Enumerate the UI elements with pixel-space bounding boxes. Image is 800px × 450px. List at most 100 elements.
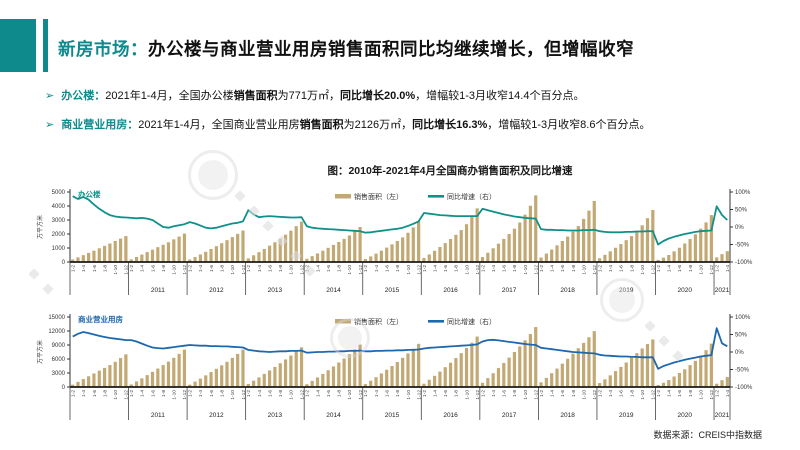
svg-text:1-6: 1-6	[619, 390, 625, 397]
svg-text:1-4: 1-4	[667, 390, 673, 397]
svg-text:1-10: 1-10	[113, 390, 119, 400]
svg-text:1-6: 1-6	[267, 265, 273, 272]
page-title: 新房市场：办公楼与商业营业用房销售面积同比均继续增长，但增幅收窄	[58, 36, 634, 61]
svg-text:1-6: 1-6	[502, 390, 508, 397]
svg-text:2011: 2011	[151, 412, 165, 419]
svg-text:2013: 2013	[268, 287, 283, 294]
svg-text:1-2: 1-2	[305, 390, 311, 397]
bullet-arrow-icon: ➢	[45, 90, 55, 102]
svg-text:2017: 2017	[502, 287, 517, 294]
svg-text:1-8: 1-8	[219, 265, 225, 272]
svg-text:1-2: 1-2	[480, 265, 486, 272]
svg-text:万平方米: 万平方米	[36, 340, 44, 364]
svg-text:2014: 2014	[326, 287, 341, 294]
svg-text:1-4: 1-4	[374, 390, 380, 397]
svg-text:5000: 5000	[52, 190, 66, 196]
svg-text:1-6: 1-6	[560, 265, 566, 272]
svg-text:1-6: 1-6	[677, 390, 683, 397]
svg-text:1-8: 1-8	[102, 265, 108, 272]
svg-text:1-12: 1-12	[534, 390, 540, 400]
svg-text:1-2: 1-2	[363, 265, 369, 272]
svg-text:1-2: 1-2	[656, 390, 662, 397]
svg-text:1-12: 1-12	[182, 390, 188, 400]
svg-text:0%: 0%	[735, 350, 744, 356]
svg-text:1-10: 1-10	[406, 390, 412, 400]
svg-text:1-8: 1-8	[219, 390, 225, 397]
svg-text:1-10: 1-10	[289, 390, 295, 400]
svg-text:同比增速（右）: 同比增速（右）	[447, 317, 496, 326]
svg-text:万平方米: 万平方米	[36, 215, 44, 239]
svg-text:1-4: 1-4	[257, 265, 263, 272]
bullet-body: 商业营业用房：2021年1-4月，全国商业营业用房销售面积为2126万㎡，同比增…	[61, 119, 650, 133]
svg-text:1-2: 1-2	[480, 390, 486, 397]
page-title-text: 办公楼与商业营业用房销售面积同比均继续增长，但增幅收窄	[148, 39, 634, 59]
svg-text:1-12: 1-12	[709, 390, 715, 400]
svg-text:1-10: 1-10	[172, 265, 178, 275]
svg-text:1-8: 1-8	[512, 265, 518, 272]
svg-text:1-8: 1-8	[278, 265, 284, 272]
svg-text:1-4: 1-4	[491, 265, 497, 272]
watermark-circle	[600, 278, 644, 322]
svg-text:2017: 2017	[502, 412, 517, 419]
svg-text:1-10: 1-10	[640, 265, 646, 275]
svg-text:2019: 2019	[619, 412, 634, 419]
svg-text:1-10: 1-10	[699, 265, 705, 275]
svg-text:1-6: 1-6	[92, 265, 98, 272]
svg-text:1-8: 1-8	[395, 265, 401, 272]
svg-text:1-8: 1-8	[571, 390, 577, 397]
svg-text:1-4: 1-4	[432, 390, 438, 397]
svg-text:50%: 50%	[735, 208, 748, 214]
svg-text:1-2: 1-2	[714, 265, 720, 272]
svg-text:1-4: 1-4	[81, 390, 87, 397]
svg-text:1-8: 1-8	[337, 390, 343, 397]
svg-text:1-12: 1-12	[182, 265, 188, 275]
svg-text:1-12: 1-12	[299, 265, 305, 275]
svg-text:1-10: 1-10	[406, 265, 412, 275]
svg-text:1-2: 1-2	[129, 390, 135, 397]
svg-text:2014: 2014	[326, 412, 341, 419]
svg-text:1-12: 1-12	[358, 265, 364, 275]
svg-text:100%: 100%	[735, 315, 751, 321]
svg-text:1-6: 1-6	[209, 390, 215, 397]
svg-text:3000: 3000	[52, 371, 66, 377]
svg-text:2012: 2012	[209, 287, 224, 294]
svg-text:2021: 2021	[715, 287, 730, 294]
svg-text:1-4: 1-4	[140, 390, 146, 397]
svg-text:1-6: 1-6	[150, 390, 156, 397]
svg-text:1-2: 1-2	[597, 265, 603, 272]
svg-text:1-12: 1-12	[358, 390, 364, 400]
svg-text:1-12: 1-12	[709, 265, 715, 275]
svg-text:销售面积（左）: 销售面积（左）	[354, 192, 403, 201]
svg-text:1-6: 1-6	[443, 390, 449, 397]
svg-text:1-4: 1-4	[198, 265, 204, 272]
svg-text:1-12: 1-12	[592, 265, 598, 275]
svg-text:1-4: 1-4	[81, 265, 87, 272]
svg-text:2015: 2015	[385, 287, 400, 294]
svg-text:0: 0	[62, 385, 66, 391]
svg-text:1-10: 1-10	[230, 265, 236, 275]
svg-text:1-6: 1-6	[443, 265, 449, 272]
svg-text:1-2: 1-2	[246, 390, 252, 397]
watermark-circle	[188, 150, 238, 200]
svg-text:4000: 4000	[52, 204, 66, 210]
svg-text:同比增速（右）: 同比增速（右）	[447, 192, 496, 201]
svg-text:1-2: 1-2	[539, 265, 545, 272]
svg-text:1-10: 1-10	[230, 390, 236, 400]
svg-text:商业营业用房: 商业营业用房	[78, 314, 123, 324]
svg-text:1-2: 1-2	[714, 390, 720, 397]
svg-text:0%: 0%	[735, 225, 744, 231]
svg-text:1-6: 1-6	[267, 390, 273, 397]
office-chart: 0 1000 2000 3000 4000 5000 100% 50% 0% -50% -100% 万…	[30, 182, 770, 307]
svg-text:2018: 2018	[560, 287, 575, 294]
bullet-body: 办公楼：2021年1-4月，全国办公楼销售面积为771万㎡，同比增长20.0%，…	[61, 90, 584, 104]
svg-text:0: 0	[62, 260, 66, 266]
bullet-commercial: ➢ 商业营业用房：2021年1-4月，全国商业营业用房销售面积为2126万㎡，同…	[45, 119, 775, 133]
svg-text:1-6: 1-6	[326, 390, 332, 397]
svg-text:1-6: 1-6	[619, 265, 625, 272]
svg-text:1-8: 1-8	[688, 265, 694, 272]
svg-text:1-10: 1-10	[113, 265, 119, 275]
svg-text:1-4: 1-4	[491, 390, 497, 397]
figure-title: 图：2010年-2021年4月全国商办销售面积及同比增速	[327, 165, 573, 177]
svg-text:1-6: 1-6	[384, 265, 390, 272]
